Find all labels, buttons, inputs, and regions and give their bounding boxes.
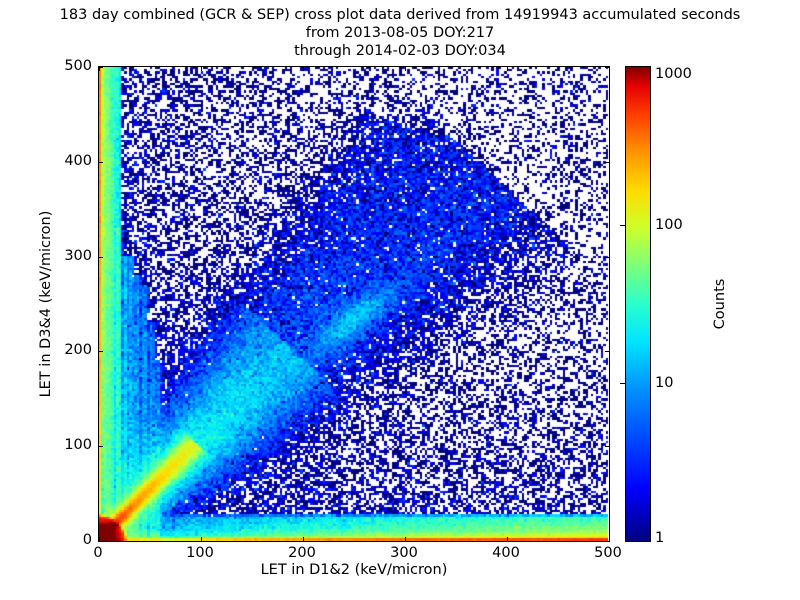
colorbar-tick-label: 1 xyxy=(655,530,665,546)
plot-title-line-2: from 2013-08-05 DOY:217 xyxy=(305,25,495,41)
colorbar-tick-label: 100 xyxy=(655,216,683,233)
x-tick-label: 400 xyxy=(492,545,520,561)
y-tick-mark xyxy=(99,256,103,258)
plot-title-line-1: 183 day combined (GCR & SEP) cross plot … xyxy=(59,7,741,23)
y-tick-mark xyxy=(99,351,103,353)
x-tick-label: 500 xyxy=(594,545,622,561)
y-tick-mark xyxy=(605,541,609,542)
x-tick-label: 100 xyxy=(186,545,214,561)
x-tick-mark xyxy=(303,537,304,541)
colorbar-title: Counts xyxy=(712,278,728,330)
y-tick-label: 0 xyxy=(82,532,92,548)
y-tick-mark xyxy=(605,161,609,163)
y-tick-mark xyxy=(605,256,609,258)
x-tick-mark xyxy=(201,537,202,541)
x-tick-mark xyxy=(99,537,100,541)
x-tick-mark xyxy=(507,537,508,541)
y-axis-title: LET in D3&4 (keV/micron) xyxy=(38,210,54,398)
x-tick-mark xyxy=(201,67,202,71)
y-tick-label: 200 xyxy=(64,342,92,359)
colorbar-tick-mark xyxy=(620,224,625,226)
density-scatter-plot xyxy=(99,67,609,541)
x-tick-mark xyxy=(303,67,304,71)
y-tick-mark xyxy=(605,351,609,353)
y-tick-mark xyxy=(99,161,103,163)
colorbar-gradient xyxy=(625,66,651,542)
y-tick-label: 300 xyxy=(64,247,92,264)
plot-area xyxy=(98,66,610,542)
x-tick-label: 0 xyxy=(93,545,103,561)
colorbar: 1 10 100 1000 xyxy=(620,66,692,546)
y-tick-label: 400 xyxy=(64,152,92,169)
y-tick-mark xyxy=(605,67,609,68)
colorbar-tick-label: 10 xyxy=(655,375,674,392)
y-tick-mark xyxy=(99,67,103,68)
x-tick-mark xyxy=(609,537,610,541)
x-tick-mark xyxy=(609,67,610,71)
x-tick-mark xyxy=(99,67,100,71)
y-tick-mark xyxy=(99,446,103,448)
x-tick-label: 200 xyxy=(288,545,316,561)
x-tick-mark xyxy=(405,537,406,541)
colorbar-tick-mark xyxy=(620,383,625,385)
y-tick-mark xyxy=(99,541,103,542)
plot-title-line-3: through 2014-02-03 DOY:034 xyxy=(294,43,506,59)
x-tick-label: 300 xyxy=(390,545,418,561)
y-tick-label: 500 xyxy=(64,58,92,74)
x-tick-mark xyxy=(405,67,406,71)
y-tick-mark xyxy=(605,446,609,448)
colorbar-tick-label: 1000 xyxy=(655,66,692,82)
y-tick-label: 100 xyxy=(64,437,92,454)
plot-title: 183 day combined (GCR & SEP) cross plot … xyxy=(0,6,800,60)
x-tick-mark xyxy=(507,67,508,71)
x-axis-title: LET in D1&2 (keV/micron) xyxy=(260,562,448,578)
